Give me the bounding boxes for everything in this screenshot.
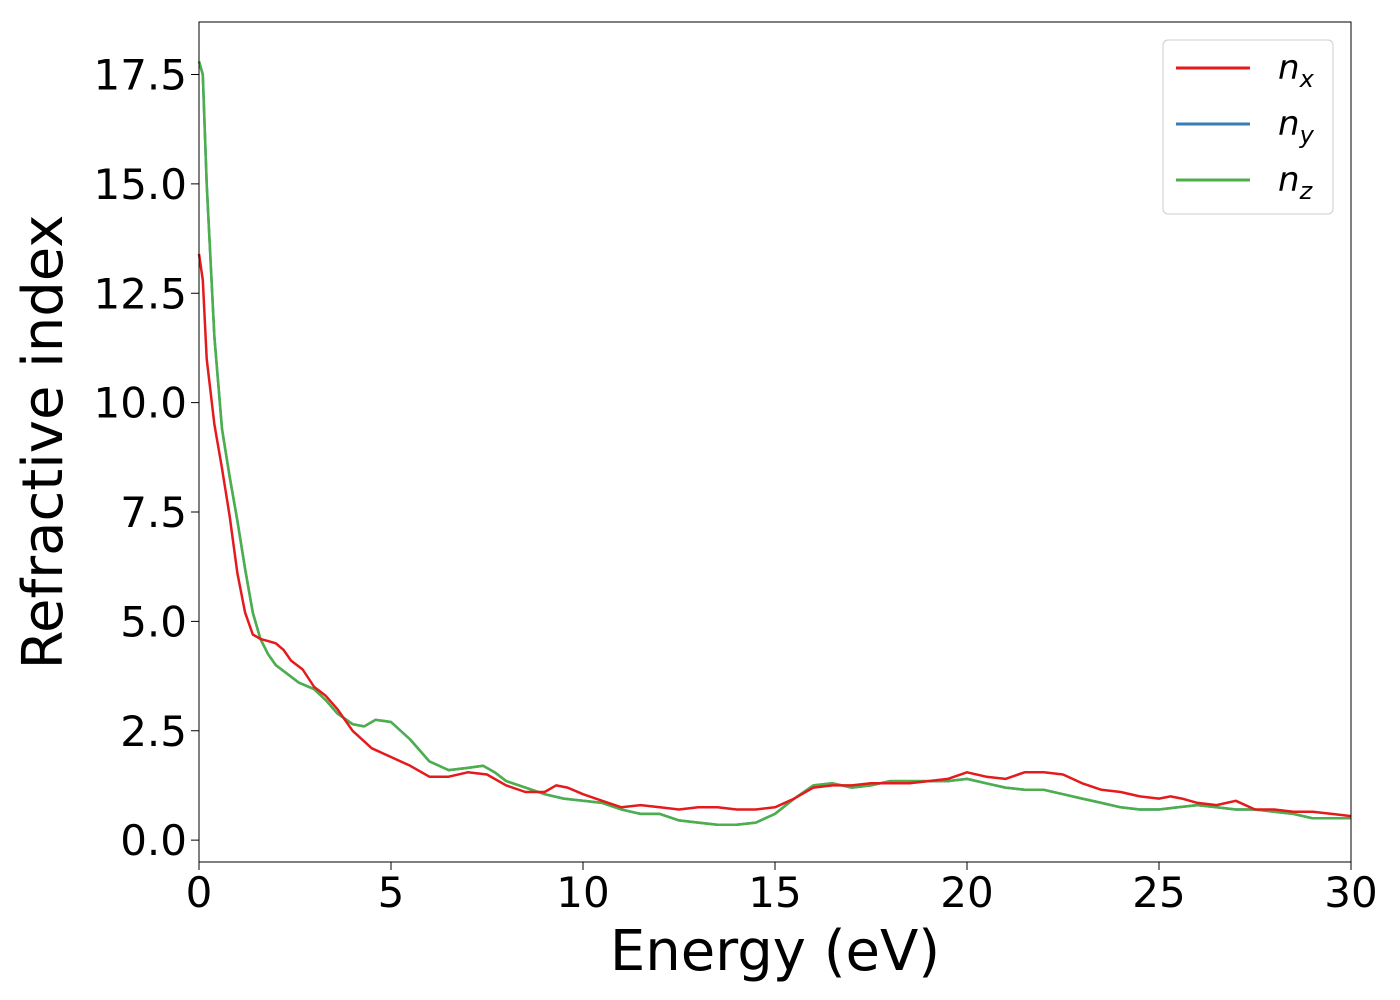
legend-label-x: nx bbox=[1278, 48, 1315, 93]
x-axis-label: Energy (eV) bbox=[610, 919, 940, 984]
legend-label-z: nz bbox=[1278, 160, 1314, 205]
x-tick-label: 5 bbox=[378, 868, 405, 917]
x-axis-ticks: 0 5 10 15 20 25 30 bbox=[186, 862, 1378, 917]
y-tick-label: 0.0 bbox=[120, 816, 187, 865]
x-tick-label: 25 bbox=[1132, 868, 1185, 917]
y-tick-label: 10.0 bbox=[93, 379, 187, 428]
series-line-x bbox=[197, 253, 1352, 818]
series-layer bbox=[197, 61, 1352, 827]
y-tick-label: 12.5 bbox=[93, 269, 187, 318]
y-axis-ticks: 0.0 2.5 5.0 7.5 10.0 12.5 15.0 17.5 bbox=[93, 51, 199, 865]
y-tick-label: 7.5 bbox=[120, 488, 187, 537]
x-tick-label: 15 bbox=[748, 868, 801, 917]
series-line-z bbox=[197, 61, 1351, 827]
x-tick-label: 0 bbox=[186, 868, 213, 917]
x-tick-label: 20 bbox=[940, 868, 993, 917]
legend-box bbox=[1162, 39, 1334, 215]
y-tick-label: 15.0 bbox=[93, 160, 187, 209]
y-tick-label: 5.0 bbox=[120, 597, 187, 646]
legend-label-y: ny bbox=[1278, 104, 1315, 149]
y-tick-label: 17.5 bbox=[93, 51, 187, 100]
y-axis-label: Refractive index bbox=[11, 215, 76, 670]
legend: nx ny nz bbox=[1162, 39, 1334, 215]
x-tick-label: 10 bbox=[556, 868, 609, 917]
x-tick-label: 30 bbox=[1324, 868, 1377, 917]
y-tick-label: 2.5 bbox=[120, 707, 187, 756]
